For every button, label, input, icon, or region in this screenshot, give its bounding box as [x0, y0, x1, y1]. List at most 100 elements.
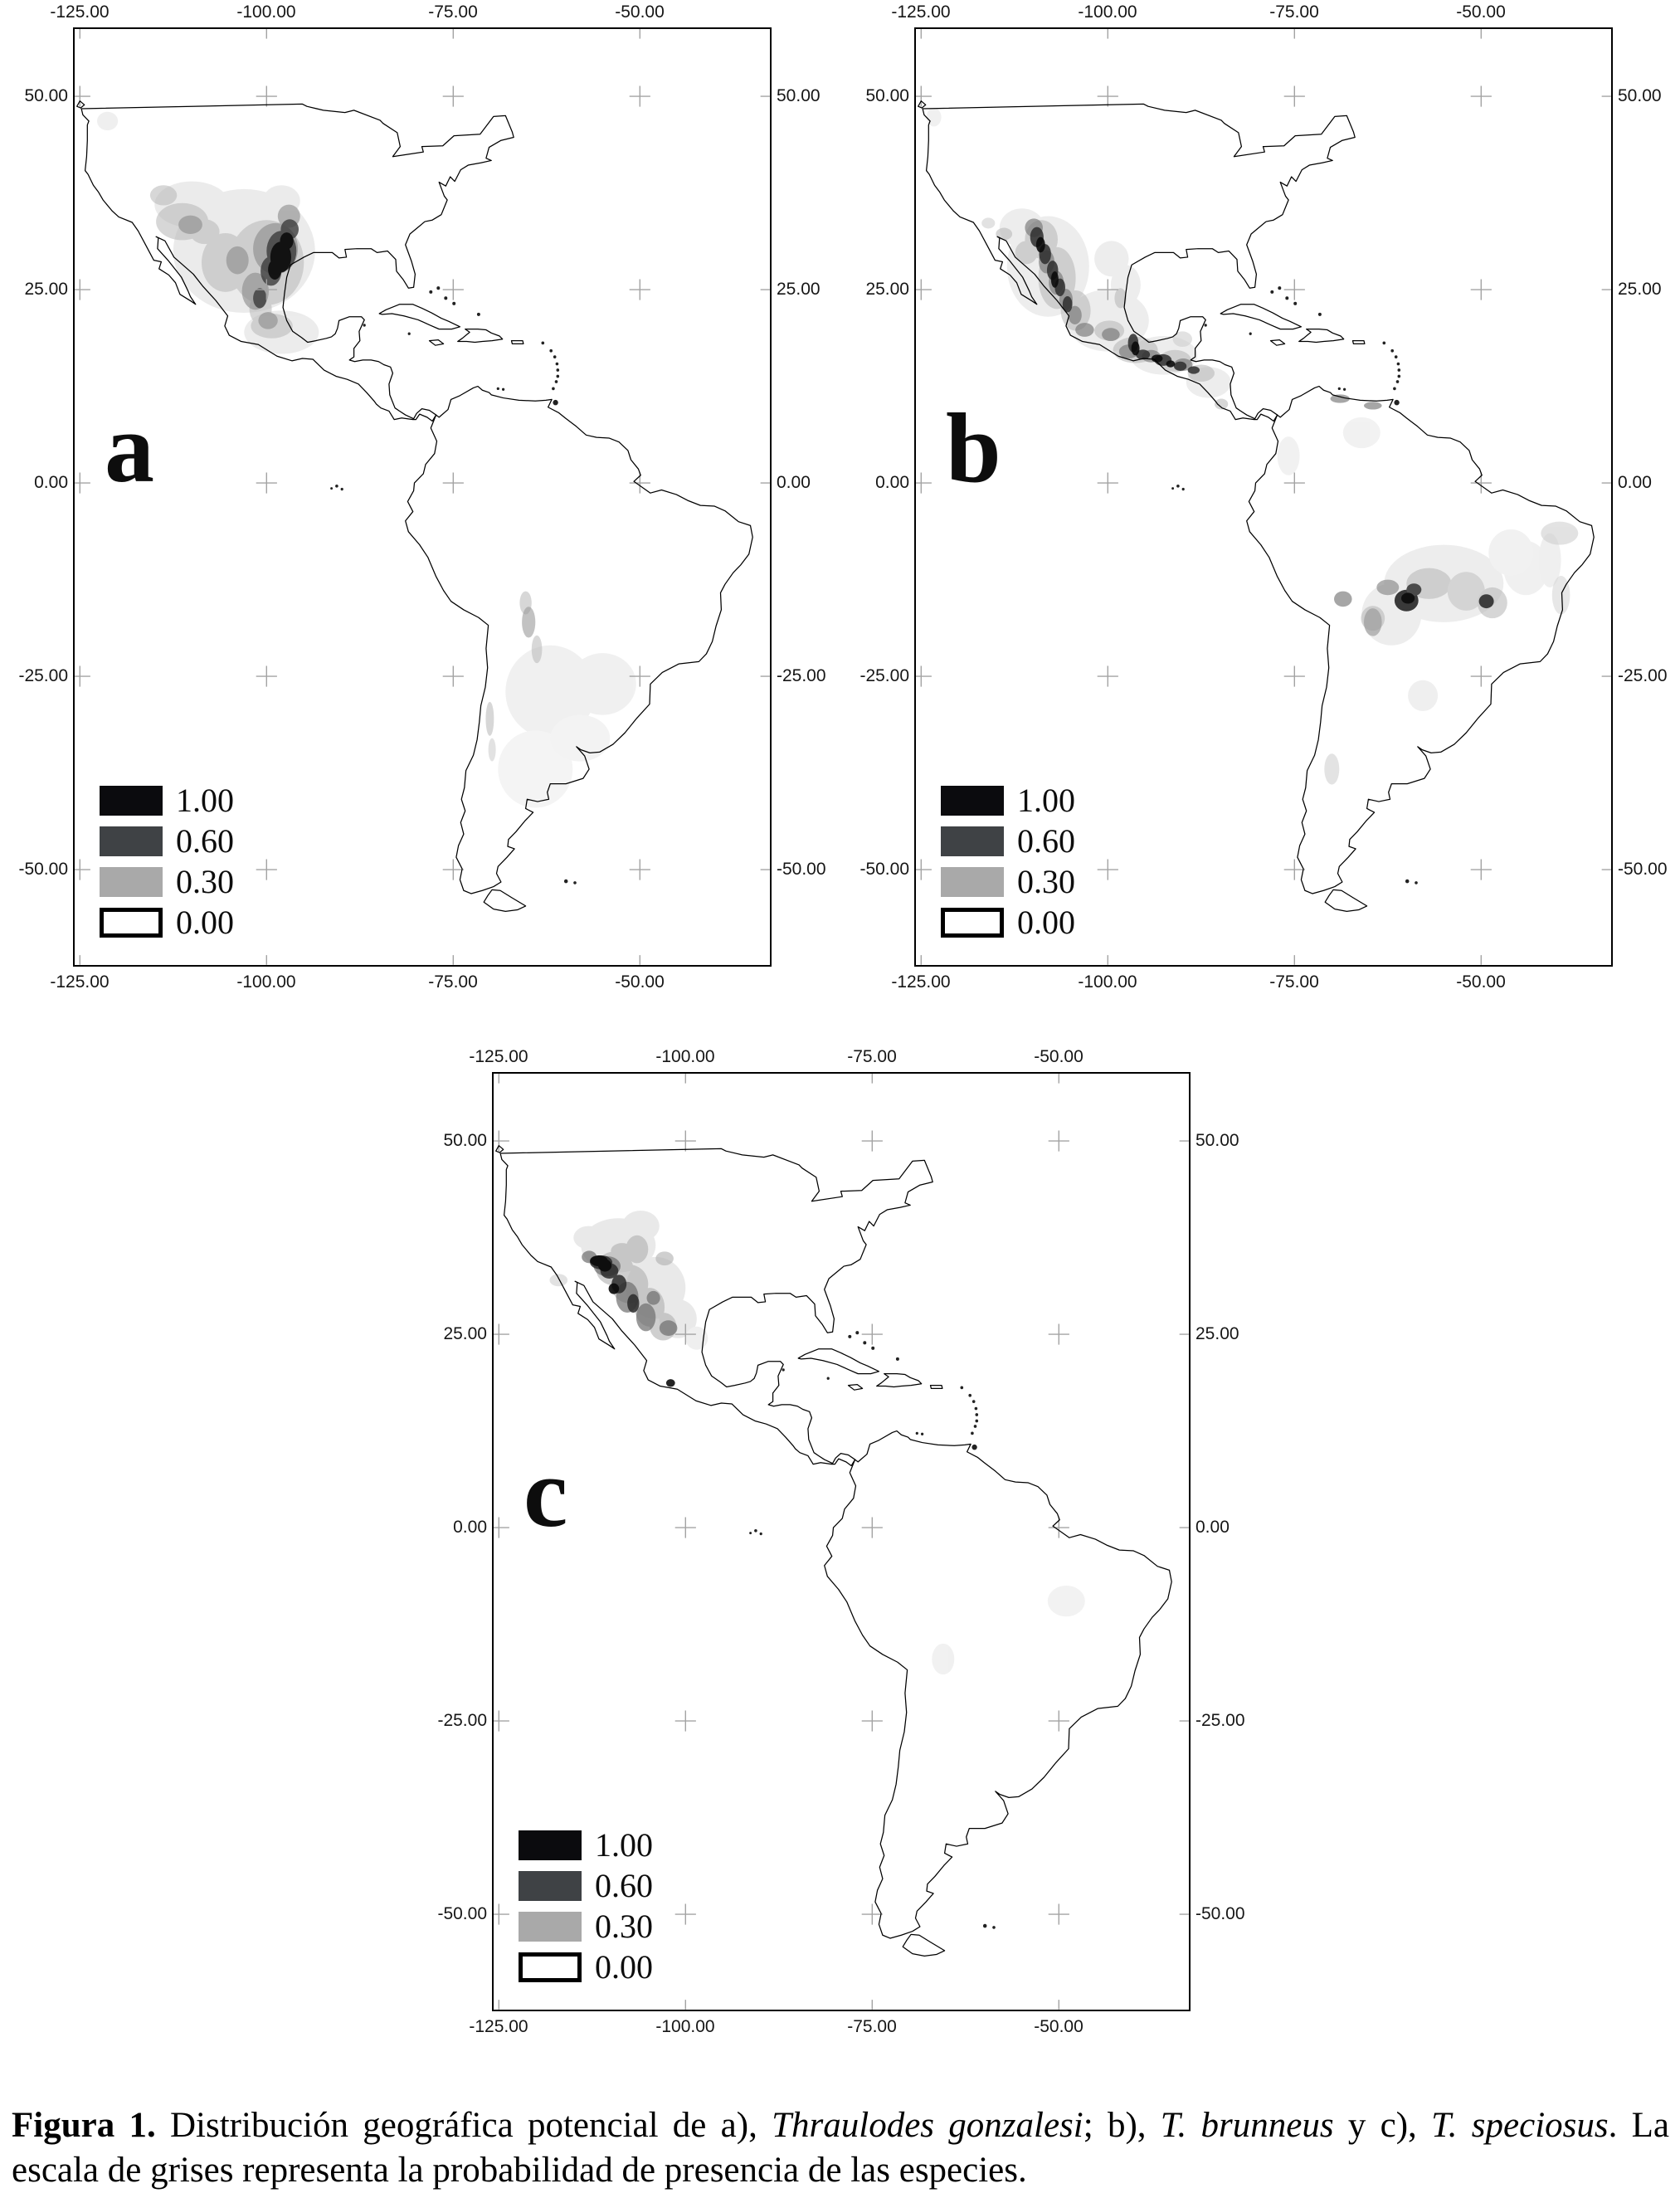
legend-swatch-0.60 — [100, 826, 163, 856]
distribution-blobs-b — [926, 108, 1579, 785]
figure-caption: Figura 1. Distribución geográfica potenc… — [12, 2106, 1669, 2191]
legend-value: 0.60 — [1017, 822, 1075, 860]
lon-label: -100.00 — [236, 972, 296, 992]
legend-value: 1.00 — [1017, 782, 1075, 819]
map-frame-b: b 1.00 0.60 0.30 0.00 -125.00 -100.00 -7… — [859, 2, 1667, 992]
legend-swatch-0.00 — [100, 908, 163, 938]
lon-label: -125.00 — [50, 2, 110, 22]
lat-label: 0.00 — [453, 1518, 487, 1537]
lat-label: 25.00 — [1195, 1324, 1239, 1343]
lat-label: -50.00 — [1195, 1904, 1245, 1923]
lon-label: -50.00 — [615, 2, 665, 22]
lat-label: 0.00 — [777, 473, 811, 492]
lat-label: 50.00 — [443, 1131, 487, 1150]
lat-label: 0.00 — [875, 473, 909, 492]
legend-item: 1.00 — [519, 1826, 653, 1864]
legend-value: 0.00 — [595, 1948, 653, 1986]
legend-value: 0.60 — [595, 1867, 653, 1904]
legend-value: 0.30 — [176, 863, 234, 900]
lat-label: -50.00 — [18, 860, 68, 879]
legend-value: 1.00 — [176, 782, 234, 819]
legend-item: 0.60 — [941, 822, 1075, 860]
lat-label: 50.00 — [1618, 86, 1662, 105]
lon-label: -75.00 — [428, 2, 478, 22]
lat-label: -25.00 — [18, 666, 68, 685]
lon-label: -50.00 — [615, 972, 665, 992]
lon-label: -100.00 — [236, 2, 296, 22]
legend-swatch-1.00 — [100, 786, 163, 816]
legend-swatch-0.30 — [519, 1912, 582, 1942]
map-a — [75, 29, 770, 965]
panel-letter-c: c — [523, 1437, 568, 1547]
lat-label: 0.00 — [1618, 473, 1652, 492]
legend-swatch-0.00 — [941, 908, 1004, 938]
lon-label: -50.00 — [1034, 1047, 1083, 1066]
lat-label: 50.00 — [24, 86, 68, 105]
lon-label: -75.00 — [847, 2017, 897, 2036]
lat-label: -25.00 — [1618, 666, 1668, 685]
legend-swatch-0.60 — [519, 1871, 582, 1901]
lon-label: -75.00 — [428, 972, 478, 992]
lat-label: 0.00 — [1195, 1518, 1230, 1537]
legend-value: 0.00 — [176, 904, 234, 941]
lon-label: -125.00 — [891, 2, 951, 22]
lat-label: 50.00 — [1195, 1131, 1239, 1150]
legend-item: 1.00 — [100, 782, 234, 819]
lat-label: 25.00 — [777, 280, 821, 299]
legend-item: 0.30 — [519, 1908, 653, 1945]
legend-a: 1.00 0.60 0.30 0.00 — [100, 782, 234, 948]
legend-swatch-0.00 — [519, 1952, 582, 1982]
legend-value: 0.00 — [1017, 904, 1075, 941]
legend-swatch-0.60 — [941, 826, 1004, 856]
lat-label: 25.00 — [1618, 280, 1662, 299]
map-frame-a: a 1.00 0.60 0.30 0.00 -125.00 -100.00 -7… — [18, 2, 825, 992]
lon-label: -75.00 — [1269, 972, 1319, 992]
lon-label: -100.00 — [1078, 2, 1137, 22]
lon-label: -75.00 — [847, 1047, 897, 1066]
legend-c: 1.00 0.60 0.30 0.00 — [519, 1826, 653, 1993]
legend-item: 0.00 — [100, 904, 234, 941]
lon-label: -100.00 — [655, 2017, 715, 2036]
legend-item: 0.30 — [941, 865, 1075, 899]
lon-label: -50.00 — [1034, 2017, 1083, 2036]
lon-label: -75.00 — [1269, 2, 1319, 22]
legend-item: 0.00 — [941, 904, 1075, 941]
lat-label: 50.00 — [777, 86, 821, 105]
lat-label: 25.00 — [24, 280, 68, 299]
legend-b: 1.00 0.60 0.30 0.00 — [941, 782, 1075, 948]
legend-item: 1.00 — [941, 782, 1075, 819]
legend-swatch-0.30 — [100, 867, 163, 897]
lon-label: -125.00 — [469, 2017, 528, 2036]
lon-label: -50.00 — [1456, 972, 1506, 992]
legend-value: 1.00 — [595, 1826, 653, 1864]
legend-swatch-1.00 — [519, 1830, 582, 1860]
map-c — [494, 1074, 1189, 2010]
lat-label: -50.00 — [437, 1904, 487, 1923]
legend-swatch-1.00 — [941, 786, 1004, 816]
lat-label: -25.00 — [437, 1711, 487, 1730]
distribution-blobs-c — [549, 1210, 1085, 1675]
legend-swatch-0.30 — [941, 867, 1004, 897]
legend-item: 0.60 — [519, 1867, 653, 1904]
map-b — [916, 29, 1611, 965]
legend-value: 0.60 — [176, 822, 234, 860]
lon-label: -100.00 — [655, 1047, 715, 1066]
lon-label: -125.00 — [50, 972, 110, 992]
lat-label: -25.00 — [1195, 1711, 1245, 1730]
lat-label: -50.00 — [859, 860, 909, 879]
lat-label: 25.00 — [443, 1324, 487, 1343]
lat-label: -25.00 — [777, 666, 826, 685]
map-frame-c: c 1.00 0.60 0.30 0.00 -125.00 -100.00 -7… — [437, 1047, 1244, 2036]
lat-label: -25.00 — [859, 666, 909, 685]
distribution-blobs-a — [96, 111, 636, 808]
lon-label: -50.00 — [1456, 2, 1506, 22]
legend-value: 0.30 — [595, 1908, 653, 1945]
lat-label: 0.00 — [34, 473, 68, 492]
lat-label: 25.00 — [865, 280, 909, 299]
lon-label: -125.00 — [891, 972, 951, 992]
lon-label: -125.00 — [469, 1047, 528, 1066]
panel-letter-b: b — [946, 392, 1001, 503]
legend-item: 0.30 — [100, 863, 234, 900]
lat-label: -50.00 — [777, 860, 826, 879]
lat-label: -50.00 — [1618, 860, 1668, 879]
